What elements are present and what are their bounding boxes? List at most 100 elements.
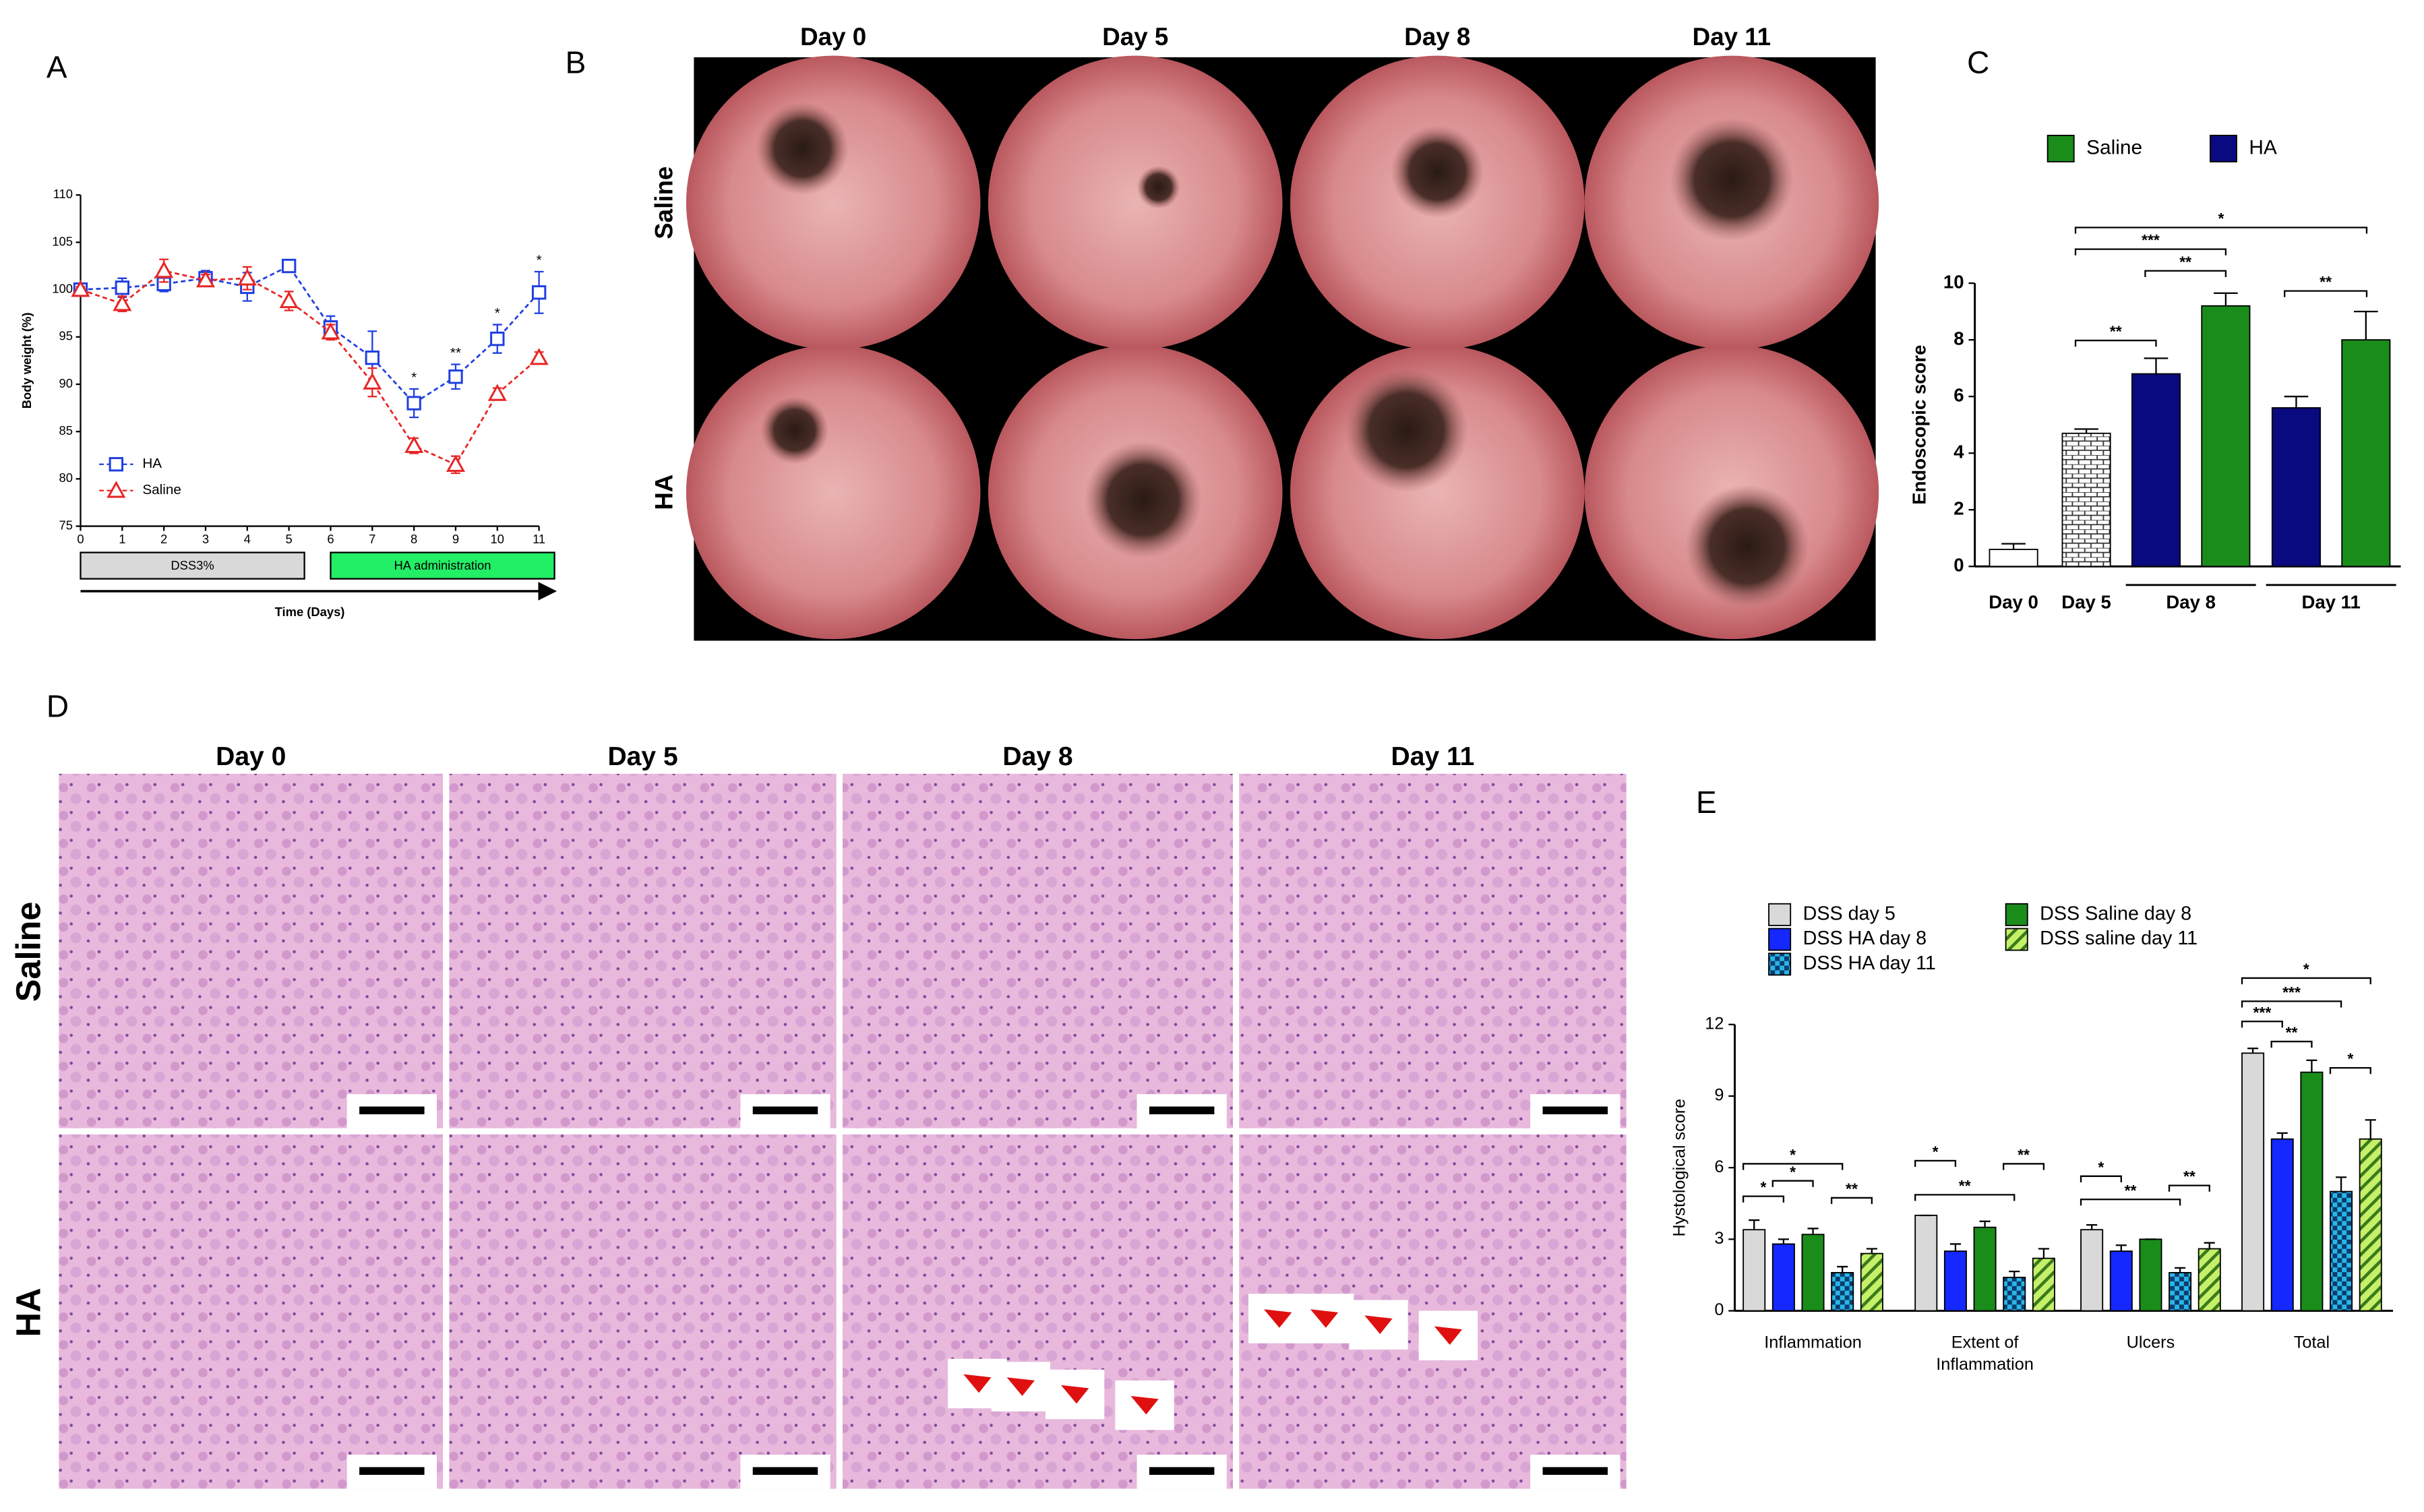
x-tick-label: 5	[286, 532, 293, 546]
bar	[2109, 1250, 2133, 1312]
y-tick-label: 10	[1943, 271, 1964, 292]
x-tick-label: 8	[411, 532, 417, 546]
point	[448, 369, 463, 384]
significance: *	[2347, 1050, 2353, 1068]
error-bar	[2365, 1119, 2376, 1139]
histology-image	[59, 1134, 444, 1489]
point	[404, 435, 424, 453]
bar	[2169, 1271, 2192, 1312]
y-tick-label: 100	[52, 282, 73, 296]
significance: ***	[2142, 231, 2160, 249]
error-bar	[1979, 1220, 1991, 1228]
point	[279, 291, 299, 309]
y-tick-label: 80	[59, 471, 73, 485]
error-bar	[1837, 1265, 1848, 1273]
point	[487, 384, 507, 401]
significance: ***	[2253, 1004, 2271, 1021]
significance-bracket	[1742, 1163, 1844, 1170]
bar	[1771, 1243, 1795, 1312]
error-bar	[2001, 543, 2026, 550]
legend-label: DSS HA day 11	[1803, 952, 1936, 974]
y-tick-label: 0	[1953, 555, 1964, 576]
column-header: Day 5	[607, 742, 677, 771]
arrowhead	[1364, 1315, 1393, 1334]
bar	[2003, 1277, 2026, 1312]
x-tick-label: 11	[533, 532, 545, 546]
y-tick-label: 9	[1714, 1086, 1724, 1105]
significance-bracket	[2168, 1184, 2210, 1192]
significance: **	[2286, 1024, 2298, 1041]
point	[446, 454, 465, 473]
x-tick-label: 2	[160, 532, 167, 546]
column-header: Day 5	[1102, 23, 1168, 51]
legend-label: DSS Saline day 8	[2040, 903, 2191, 924]
y-axis-label: Body weight (%)	[20, 313, 34, 409]
phase-label: HA administration	[394, 558, 491, 572]
point	[71, 280, 90, 297]
point	[531, 285, 547, 300]
significance: *	[1790, 1163, 1796, 1180]
bar	[2341, 339, 2391, 568]
arrowhead	[963, 1374, 992, 1393]
x-tick-label: 7	[369, 532, 375, 546]
legend-label: HA	[142, 456, 162, 471]
error-bar	[2214, 292, 2238, 306]
error-bar	[2354, 310, 2378, 340]
significance-bracket	[1771, 1180, 1814, 1187]
column-header: Day 11	[1693, 23, 1771, 51]
panel-label: B	[566, 45, 586, 80]
scale-bar	[359, 1106, 425, 1114]
y-tick-label: 75	[59, 518, 73, 532]
significance: **	[2179, 253, 2191, 270]
column-header: Day 0	[800, 23, 866, 51]
phase-bar	[330, 551, 555, 580]
phase-label: DSS3%	[171, 558, 214, 572]
phase-bar	[80, 551, 305, 580]
error-bar	[2144, 357, 2169, 374]
x-tick-label: Total	[2294, 1333, 2330, 1352]
lumen	[1669, 117, 1794, 242]
y-tick-label: 8	[1953, 328, 1964, 349]
scale-bar	[1542, 1106, 1608, 1114]
y-tick-label: 0	[1714, 1300, 1724, 1319]
legend-label: DSS HA day 8	[1803, 928, 1927, 949]
scale-bar	[1149, 1106, 1215, 1114]
row-label: HA	[9, 1288, 47, 1337]
significance-bracket	[2080, 1199, 2181, 1206]
y-tick-label: 4	[1953, 442, 1964, 462]
significance: **	[2125, 1182, 2137, 1199]
lumen	[760, 396, 829, 464]
significance: *	[1790, 1146, 1796, 1163]
significance-bracket	[2241, 1000, 2342, 1008]
point	[109, 457, 124, 472]
error-bar	[2009, 1270, 2020, 1277]
bar	[2131, 373, 2181, 568]
point	[490, 331, 505, 346]
y-tick-label: 95	[59, 329, 73, 343]
arrowhead	[1060, 1385, 1089, 1404]
histology-image	[449, 773, 837, 1128]
scale-bar	[752, 1106, 818, 1114]
legend-swatch	[2047, 134, 2075, 162]
significance: **	[1846, 1180, 1858, 1198]
y-axis-label: Hystological score	[1670, 1099, 1689, 1237]
point	[321, 322, 340, 340]
legend-label: HA	[2249, 136, 2277, 158]
point	[154, 261, 174, 278]
bar	[2300, 1071, 2324, 1312]
column-header: Day 11	[1391, 742, 1475, 771]
significance: *	[2098, 1158, 2104, 1176]
endoscopy-image	[686, 344, 981, 640]
error-bar	[2247, 1048, 2259, 1054]
y-axis-label: Endoscopic score	[1909, 345, 1930, 505]
x-tick-label: Day 11	[2301, 592, 2360, 613]
significance-bracket	[1914, 1194, 2016, 1201]
bar	[2201, 305, 2251, 568]
x-tick-label: Day 0	[1989, 592, 2038, 613]
error-bar	[1749, 1219, 1760, 1230]
arrowhead	[1006, 1377, 1035, 1396]
y-tick-label: 85	[59, 423, 73, 437]
column-header: Day 8	[1002, 742, 1072, 771]
endoscopy-image	[686, 55, 981, 350]
significance: *	[1933, 1143, 1939, 1160]
